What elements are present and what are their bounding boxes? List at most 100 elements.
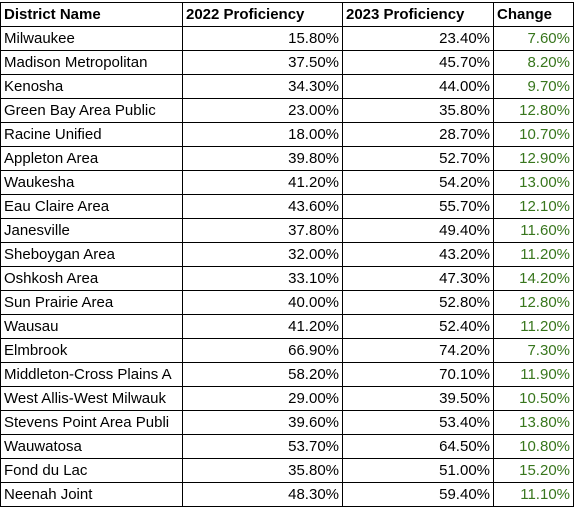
cell-district-name[interactable]: Fond du Lac xyxy=(0,458,183,483)
cell-district-name[interactable]: Wausau xyxy=(0,314,183,339)
cell-2023-proficiency[interactable]: 44.00% xyxy=(342,74,494,99)
cell-change[interactable]: 15.20% xyxy=(493,458,574,483)
cell-change[interactable]: 14.20% xyxy=(493,266,574,291)
cell-district-name[interactable]: Kenosha xyxy=(0,74,183,99)
cell-2023-proficiency[interactable]: 43.20% xyxy=(342,242,494,267)
cell-2022-proficiency[interactable]: 23.00% xyxy=(182,98,343,123)
cell-2022-proficiency[interactable]: 34.30% xyxy=(182,74,343,99)
cell-2023-proficiency[interactable]: 39.50% xyxy=(342,386,494,411)
cell-2022-proficiency[interactable]: 43.60% xyxy=(182,194,343,219)
cell-2022-proficiency[interactable]: 37.50% xyxy=(182,50,343,75)
cell-change[interactable]: 11.10% xyxy=(493,482,574,507)
table-row: Appleton Area 39.80% 52.70% 12.90% xyxy=(0,146,574,171)
cell-district-name[interactable]: Appleton Area xyxy=(0,146,183,171)
header-cell-change[interactable]: Change xyxy=(493,2,574,27)
cell-2022-proficiency[interactable]: 29.00% xyxy=(182,386,343,411)
cell-change[interactable]: 13.80% xyxy=(493,410,574,435)
cell-2023-proficiency[interactable]: 51.00% xyxy=(342,458,494,483)
cell-district-name[interactable]: Racine Unified xyxy=(0,122,183,147)
table-row: Milwaukee 15.80% 23.40% 7.60% xyxy=(0,26,574,51)
cell-2023-proficiency[interactable]: 64.50% xyxy=(342,434,494,459)
cell-2022-proficiency[interactable]: 40.00% xyxy=(182,290,343,315)
cell-district-name[interactable]: Eau Claire Area xyxy=(0,194,183,219)
cell-change[interactable]: 8.20% xyxy=(493,50,574,75)
cell-change[interactable]: 11.20% xyxy=(493,314,574,339)
cell-2023-proficiency[interactable]: 35.80% xyxy=(342,98,494,123)
cell-change[interactable]: 11.20% xyxy=(493,242,574,267)
cell-2023-proficiency[interactable]: 74.20% xyxy=(342,338,494,363)
cell-2023-proficiency[interactable]: 52.70% xyxy=(342,146,494,171)
cell-district-name[interactable]: Waukesha xyxy=(0,170,183,195)
table-row: Eau Claire Area 43.60% 55.70% 12.10% xyxy=(0,194,574,219)
cell-district-name[interactable]: Wauwatosa xyxy=(0,434,183,459)
cell-2023-proficiency[interactable]: 52.80% xyxy=(342,290,494,315)
cell-2023-proficiency[interactable]: 54.20% xyxy=(342,170,494,195)
cell-change[interactable]: 9.70% xyxy=(493,74,574,99)
cell-2023-proficiency[interactable]: 70.10% xyxy=(342,362,494,387)
cell-2022-proficiency[interactable]: 39.60% xyxy=(182,410,343,435)
cell-2022-proficiency[interactable]: 41.20% xyxy=(182,314,343,339)
header-cell-2023-proficiency[interactable]: 2023 Proficiency xyxy=(342,2,494,27)
cell-2022-proficiency[interactable]: 58.20% xyxy=(182,362,343,387)
cell-change[interactable]: 13.00% xyxy=(493,170,574,195)
cell-district-name[interactable]: Elmbrook xyxy=(0,338,183,363)
table-row: Neenah Joint 48.30% 59.40% 11.10% xyxy=(0,482,574,507)
cell-2023-proficiency[interactable]: 49.40% xyxy=(342,218,494,243)
cell-2022-proficiency[interactable]: 33.10% xyxy=(182,266,343,291)
cell-district-name[interactable]: Middleton-Cross Plains A xyxy=(0,362,183,387)
table-row: Wauwatosa 53.70% 64.50% 10.80% xyxy=(0,434,574,459)
cell-2023-proficiency[interactable]: 47.30% xyxy=(342,266,494,291)
cell-2023-proficiency[interactable]: 45.70% xyxy=(342,50,494,75)
table-row: Janesville 37.80% 49.40% 11.60% xyxy=(0,218,574,243)
cell-2023-proficiency[interactable]: 28.70% xyxy=(342,122,494,147)
header-cell-district-name[interactable]: District Name xyxy=(0,2,183,27)
cell-change[interactable]: 7.30% xyxy=(493,338,574,363)
cell-district-name[interactable]: West Allis-West Milwauk xyxy=(0,386,183,411)
cell-change[interactable]: 7.60% xyxy=(493,26,574,51)
cell-2022-proficiency[interactable]: 32.00% xyxy=(182,242,343,267)
cell-2022-proficiency[interactable]: 41.20% xyxy=(182,170,343,195)
cell-2023-proficiency[interactable]: 23.40% xyxy=(342,26,494,51)
cell-district-name[interactable]: Neenah Joint xyxy=(0,482,183,507)
cell-2022-proficiency[interactable]: 39.80% xyxy=(182,146,343,171)
cell-change[interactable]: 12.10% xyxy=(493,194,574,219)
cell-2022-proficiency[interactable]: 35.80% xyxy=(182,458,343,483)
table-row: Sun Prairie Area 40.00% 52.80% 12.80% xyxy=(0,290,574,315)
cell-2022-proficiency[interactable]: 37.80% xyxy=(182,218,343,243)
cell-2022-proficiency[interactable]: 66.90% xyxy=(182,338,343,363)
cell-district-name[interactable]: Janesville xyxy=(0,218,183,243)
cell-change[interactable]: 12.80% xyxy=(493,98,574,123)
cell-2023-proficiency[interactable]: 55.70% xyxy=(342,194,494,219)
cell-change[interactable]: 11.90% xyxy=(493,362,574,387)
table-row: West Allis-West Milwauk 29.00% 39.50% 10.50… xyxy=(0,386,574,411)
cell-district-name[interactable]: Oshkosh Area xyxy=(0,266,183,291)
table-row: Waukesha 41.20% 54.20% 13.00% xyxy=(0,170,574,195)
cell-2022-proficiency[interactable]: 15.80% xyxy=(182,26,343,51)
cell-change[interactable]: 12.80% xyxy=(493,290,574,315)
cell-district-name[interactable]: Green Bay Area Public xyxy=(0,98,183,123)
cell-district-name[interactable]: Madison Metropolitan xyxy=(0,50,183,75)
header-cell-2022-proficiency[interactable]: 2022 Proficiency xyxy=(182,2,343,27)
header-row: District Name 2022 Proficiency 2023 Prof… xyxy=(0,2,574,27)
cell-change[interactable]: 10.50% xyxy=(493,386,574,411)
cell-2023-proficiency[interactable]: 53.40% xyxy=(342,410,494,435)
table-row: Middleton-Cross Plains A 58.20% 70.10% 11.9… xyxy=(0,362,574,387)
cell-district-name[interactable]: Milwaukee xyxy=(0,26,183,51)
cell-2022-proficiency[interactable]: 48.30% xyxy=(182,482,343,507)
table-row: Fond du Lac 35.80% 51.00% 15.20% xyxy=(0,458,574,483)
table-row: Oshkosh Area 33.10% 47.30% 14.20% xyxy=(0,266,574,291)
cell-2022-proficiency[interactable]: 53.70% xyxy=(182,434,343,459)
cell-change[interactable]: 10.80% xyxy=(493,434,574,459)
table-body: Milwaukee 15.80% 23.40% 7.60% Madison Metrop… xyxy=(0,26,574,507)
cell-district-name[interactable]: Sheboygan Area xyxy=(0,242,183,267)
cell-2023-proficiency[interactable]: 59.40% xyxy=(342,482,494,507)
cell-change[interactable]: 12.90% xyxy=(493,146,574,171)
cell-2023-proficiency[interactable]: 52.40% xyxy=(342,314,494,339)
cell-2022-proficiency[interactable]: 18.00% xyxy=(182,122,343,147)
cell-change[interactable]: 11.60% xyxy=(493,218,574,243)
cell-district-name[interactable]: Stevens Point Area Publi xyxy=(0,410,183,435)
cell-change[interactable]: 10.70% xyxy=(493,122,574,147)
cell-district-name[interactable]: Sun Prairie Area xyxy=(0,290,183,315)
